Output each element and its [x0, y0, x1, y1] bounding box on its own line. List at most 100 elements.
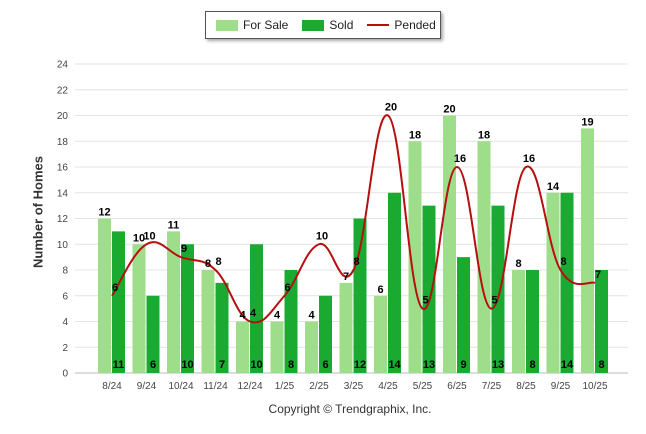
- bar-for-sale-11/24: [201, 270, 215, 373]
- x-tick-label-10/24: 10/24: [168, 381, 193, 392]
- legend-swatch-pended: [367, 24, 390, 26]
- x-tick-label-8/25: 8/25: [516, 381, 536, 392]
- bar-for-sale-4/25: [374, 295, 387, 373]
- x-tick-label-1/25: 1/25: [275, 381, 295, 392]
- bar-sold-12/24: [250, 244, 263, 373]
- x-tick-label-5/25: 5/25: [413, 381, 433, 392]
- label-for-sale-12/24: 4: [239, 310, 246, 322]
- bar-for-sale-6/25: [443, 115, 456, 373]
- bar-sold-8/25: [526, 270, 539, 373]
- y-tick-label-18: 18: [57, 137, 69, 148]
- copyright-text: Copyright © Trendgraphix, Inc.: [268, 402, 432, 416]
- y-tick-label-6: 6: [62, 291, 68, 302]
- bar-sold-3/25: [353, 218, 367, 373]
- y-tick-label-2: 2: [62, 343, 68, 354]
- label-sold-9/24: 6: [150, 359, 156, 371]
- y-tick-label-10: 10: [57, 240, 69, 251]
- label-for-sale-9/24: 10: [133, 232, 145, 244]
- y-tick-label-0: 0: [62, 369, 68, 380]
- legend-label-pended: Pended: [394, 18, 436, 32]
- legend-swatch-sold: [302, 19, 325, 31]
- bar-for-sale-10/25: [581, 128, 594, 373]
- data-labels: 1211106111087410484671261418132091813881…: [98, 102, 604, 372]
- y-tick-label-22: 22: [57, 85, 69, 96]
- bar-for-sale-8/25: [512, 270, 525, 373]
- legend-item-for-sale[interactable]: For Sale: [216, 18, 288, 32]
- legend-item-sold[interactable]: Sold: [302, 18, 353, 32]
- legend-label-for-sale: For Sale: [243, 18, 289, 32]
- label-for-sale-3/25: 7: [343, 271, 349, 283]
- bar-for-sale-1/25: [270, 321, 284, 373]
- label-sold-9/25: 14: [561, 359, 574, 371]
- label-pended-12/24: 4: [250, 308, 257, 320]
- label-for-sale-9/25: 14: [547, 181, 560, 193]
- x-tick-label-9/24: 9/24: [137, 381, 157, 392]
- y-tick-label-24: 24: [57, 60, 69, 71]
- bar-for-sale-5/25: [408, 141, 422, 373]
- label-pended-10/25: 7: [595, 269, 601, 281]
- bar-for-sale-10/24: [167, 231, 180, 373]
- label-pended-1/25: 6: [284, 282, 290, 294]
- pended-line: [111, 114, 596, 324]
- y-tick-label-14: 14: [57, 188, 69, 199]
- bar-sold-10/24: [181, 244, 194, 373]
- label-pended-8/24: 6: [112, 282, 118, 294]
- bar-for-sale-2/25: [305, 321, 318, 373]
- label-sold-3/25: 12: [354, 359, 366, 371]
- pended-line-path: [111, 114, 596, 324]
- bar-for-sale-3/25: [339, 282, 353, 373]
- label-for-sale-6/25: 20: [443, 104, 455, 116]
- label-sold-5/25: 13: [423, 359, 435, 371]
- x-tick-label-11/24: 11/24: [203, 381, 228, 392]
- label-sold-2/25: 6: [322, 359, 328, 371]
- bar-sold-5/25: [422, 205, 436, 373]
- label-for-sale-7/25: 18: [478, 129, 490, 141]
- bar-sold-10/25: [595, 270, 608, 373]
- y-tick-label-12: 12: [57, 214, 69, 225]
- bar-sold-9/25: [560, 192, 574, 373]
- x-tick-label-12/24: 12/24: [237, 381, 262, 392]
- bar-sold-9/24: [146, 295, 160, 373]
- y-tick-label-16: 16: [57, 163, 69, 174]
- label-pended-5/25: 5: [422, 295, 428, 307]
- bar-sold-7/25: [491, 205, 505, 373]
- x-tick-label-9/25: 9/25: [551, 381, 571, 392]
- bar-for-sale-12/24: [236, 321, 249, 373]
- y-tick-label-4: 4: [62, 317, 68, 328]
- label-pended-10/24: 9: [181, 243, 187, 255]
- label-pended-2/25: 10: [316, 230, 328, 242]
- x-tick-label-10/25: 10/25: [582, 381, 607, 392]
- y-tick-label-8: 8: [62, 266, 68, 277]
- label-sold-6/25: 9: [460, 359, 466, 371]
- bar-sold-6/25: [457, 257, 470, 373]
- label-pended-4/25: 20: [385, 102, 397, 114]
- label-for-sale-8/24: 12: [98, 207, 110, 219]
- label-for-sale-10/25: 19: [581, 116, 593, 128]
- legend-item-pended[interactable]: Pended: [367, 18, 436, 32]
- x-axis-ticks: 8/24 9/24 10/24 11/24 12/24 1/25 2/25 3/25 4/25 5…: [102, 381, 608, 392]
- label-pended-7/25: 5: [491, 295, 497, 307]
- label-sold-12/24: 10: [250, 359, 262, 371]
- label-sold-8/25: 8: [529, 359, 535, 371]
- bar-for-sale-9/25: [546, 192, 560, 373]
- label-sold-11/24: 7: [219, 359, 225, 371]
- y-tick-label-20: 20: [57, 111, 69, 122]
- label-for-sale-4/25: 6: [377, 284, 383, 296]
- bar-sold-8/24: [112, 231, 125, 373]
- label-pended-11/24: 8: [215, 256, 221, 268]
- legend-swatch-for-sale: [216, 19, 238, 31]
- label-for-sale-2/25: 4: [308, 310, 315, 322]
- label-sold-8/24: 11: [113, 359, 125, 371]
- label-sold-7/25: 13: [492, 359, 504, 371]
- label-pended-9/25: 8: [560, 256, 566, 268]
- label-for-sale-10/24: 11: [168, 219, 180, 231]
- x-tick-label-6/25: 6/25: [447, 381, 467, 392]
- label-sold-1/25: 8: [288, 359, 294, 371]
- legend-label-sold: Sold: [329, 18, 354, 32]
- bar-sold-4/25: [388, 192, 401, 373]
- x-tick-label-8/24: 8/24: [102, 381, 122, 392]
- x-tick-label-7/25: 7/25: [482, 381, 502, 392]
- bar-sold-1/25: [284, 270, 298, 373]
